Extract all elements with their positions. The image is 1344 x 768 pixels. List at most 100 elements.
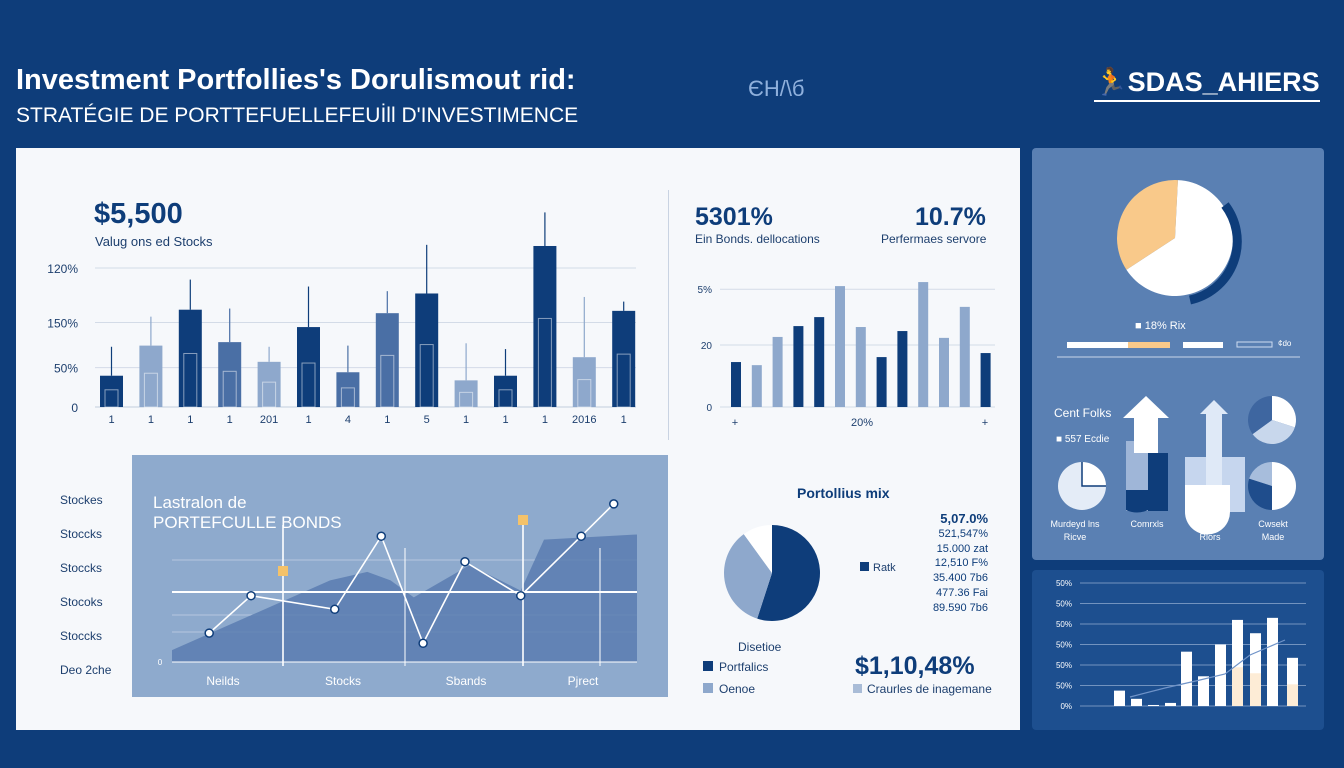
stat-bonds-label: Ein Bonds. dellocations <box>695 232 820 246</box>
bar <box>1181 651 1192 706</box>
marker-flag-icon <box>518 515 528 525</box>
pie-value: 89.590 7b6 <box>932 601 988 614</box>
mini-pie-slice <box>1272 462 1296 510</box>
y-tick-label: 50% <box>1056 600 1072 609</box>
pie-ring-arc <box>1188 202 1242 305</box>
bar <box>1250 633 1261 706</box>
arrow-chart-block <box>1126 453 1148 513</box>
x-tick-label: 1 <box>542 414 548 426</box>
y-tick-label: 0 <box>158 658 163 667</box>
bar-inner <box>616 353 631 408</box>
bar-inner <box>143 372 158 408</box>
y-tick-label: 0 <box>706 403 712 414</box>
bar <box>1131 698 1142 706</box>
bar <box>100 375 123 407</box>
bar-tint <box>1232 667 1243 706</box>
bar <box>939 337 949 407</box>
bar-inner <box>104 389 119 408</box>
x-tick-label: 1 <box>148 414 154 426</box>
bar <box>297 327 320 407</box>
y-tick-label: 50% <box>1056 579 1072 588</box>
bar-tint <box>1287 684 1298 706</box>
legend-title: Disetioe <box>738 640 782 654</box>
bar <box>336 372 360 407</box>
pie-slice <box>757 525 821 621</box>
x-tick-label: 1 <box>502 414 508 426</box>
x-tick-label: 1 <box>227 414 233 426</box>
page-title: Investment Portfollies's Dorulismout rid… <box>16 64 576 96</box>
stat-bonds-value: 5301% <box>695 203 773 231</box>
pie-value: 477.36 Fai <box>936 586 988 599</box>
x-tick-label: + <box>732 417 738 429</box>
legend-swatch <box>860 562 869 571</box>
arrow-chart-block <box>1185 485 1230 535</box>
bar <box>959 306 970 407</box>
x-tick-label: 201 <box>260 414 278 426</box>
pie-value-list: 5,07.0% 521,547% 15.000 zat 12,510 F% 35.400… <box>900 511 988 616</box>
marker-flag-icon <box>278 566 288 576</box>
stat-label: Valug ons ed Stocks <box>95 234 213 249</box>
pie-big-value: $1,10,48% <box>855 652 975 680</box>
y-tick-label: 50% <box>54 362 78 376</box>
side-section-title: Cent Folks <box>1054 406 1112 420</box>
mini-pie-edge <box>1081 462 1106 487</box>
side-legend-small: ¢do <box>1278 339 1292 348</box>
x-tick-label: 1 <box>384 414 390 426</box>
x-tick-label: Stocks <box>325 674 361 688</box>
bar-inner <box>183 352 198 408</box>
pie-big-label: Craurles de inagemane <box>867 682 992 696</box>
line-chart-title-text: Lastralon de PORTEFCULLE BONDS <box>153 493 342 532</box>
bar-inner <box>380 354 395 408</box>
pie-slice <box>724 534 772 619</box>
bar <box>731 362 741 407</box>
logo-text: SDAS_AHIERS <box>1127 67 1320 97</box>
brand-logo[interactable]: 🏃SDAS_AHIERS <box>1094 66 1320 102</box>
y-tick-label: 50% <box>1056 661 1072 670</box>
bar-inner <box>340 387 355 408</box>
bar <box>1148 704 1159 706</box>
x-tick-label: 4 <box>345 414 351 426</box>
legend-dot: ■ <box>1135 320 1145 332</box>
data-point <box>576 531 586 541</box>
bar-inner <box>301 362 316 408</box>
data-point <box>376 531 386 541</box>
bar <box>178 309 202 407</box>
side-legend-top: 18% Rix <box>1144 320 1186 332</box>
mini-pie-slice <box>1272 396 1296 428</box>
side-label: Rlors <box>1199 532 1221 542</box>
data-point <box>204 628 214 638</box>
y-tick-label: 0% <box>1060 702 1072 711</box>
side-label: Made <box>1261 532 1285 542</box>
bar <box>494 375 517 407</box>
bar <box>835 286 845 407</box>
side-label: Murdeyd lns <box>1050 519 1100 529</box>
legend-portfolios: Portfalics <box>719 660 769 674</box>
divider <box>668 190 669 440</box>
row-label: Stockes <box>60 493 103 507</box>
y-tick-label: 150% <box>47 316 78 330</box>
stat-perf-label: Perfermaes servore <box>881 232 987 246</box>
pie-slice <box>1116 179 1178 270</box>
pie-value: 35.400 7b6 <box>932 572 988 585</box>
bar-inner <box>419 344 434 408</box>
bar <box>415 293 439 407</box>
page-subtitle: STRATÉGIE DE PORTTEFUELLEFEUİll D'INVEST… <box>16 104 579 127</box>
y-tick-label: 120% <box>47 262 78 276</box>
runner-icon: 🏃 <box>1094 67 1128 97</box>
pie-value: 5,07.0% <box>940 511 988 526</box>
x-tick-label: + <box>982 417 988 429</box>
y-tick-label: 20 <box>701 341 713 352</box>
bar <box>814 317 825 407</box>
data-point <box>516 590 526 601</box>
row-label: Stoccks <box>60 561 103 575</box>
x-tick-label: Sbands <box>446 674 487 688</box>
side-section-legend: 557 Ecdie <box>1064 434 1110 445</box>
bar <box>218 342 242 407</box>
legend-dot: ■ <box>1056 434 1065 445</box>
legend-swatch <box>703 683 713 693</box>
y-tick-label: 5% <box>698 285 713 296</box>
header-glyph: ЄH/\б <box>748 76 805 101</box>
y-tick-label: 50% <box>1056 620 1072 629</box>
data-point <box>609 499 619 509</box>
